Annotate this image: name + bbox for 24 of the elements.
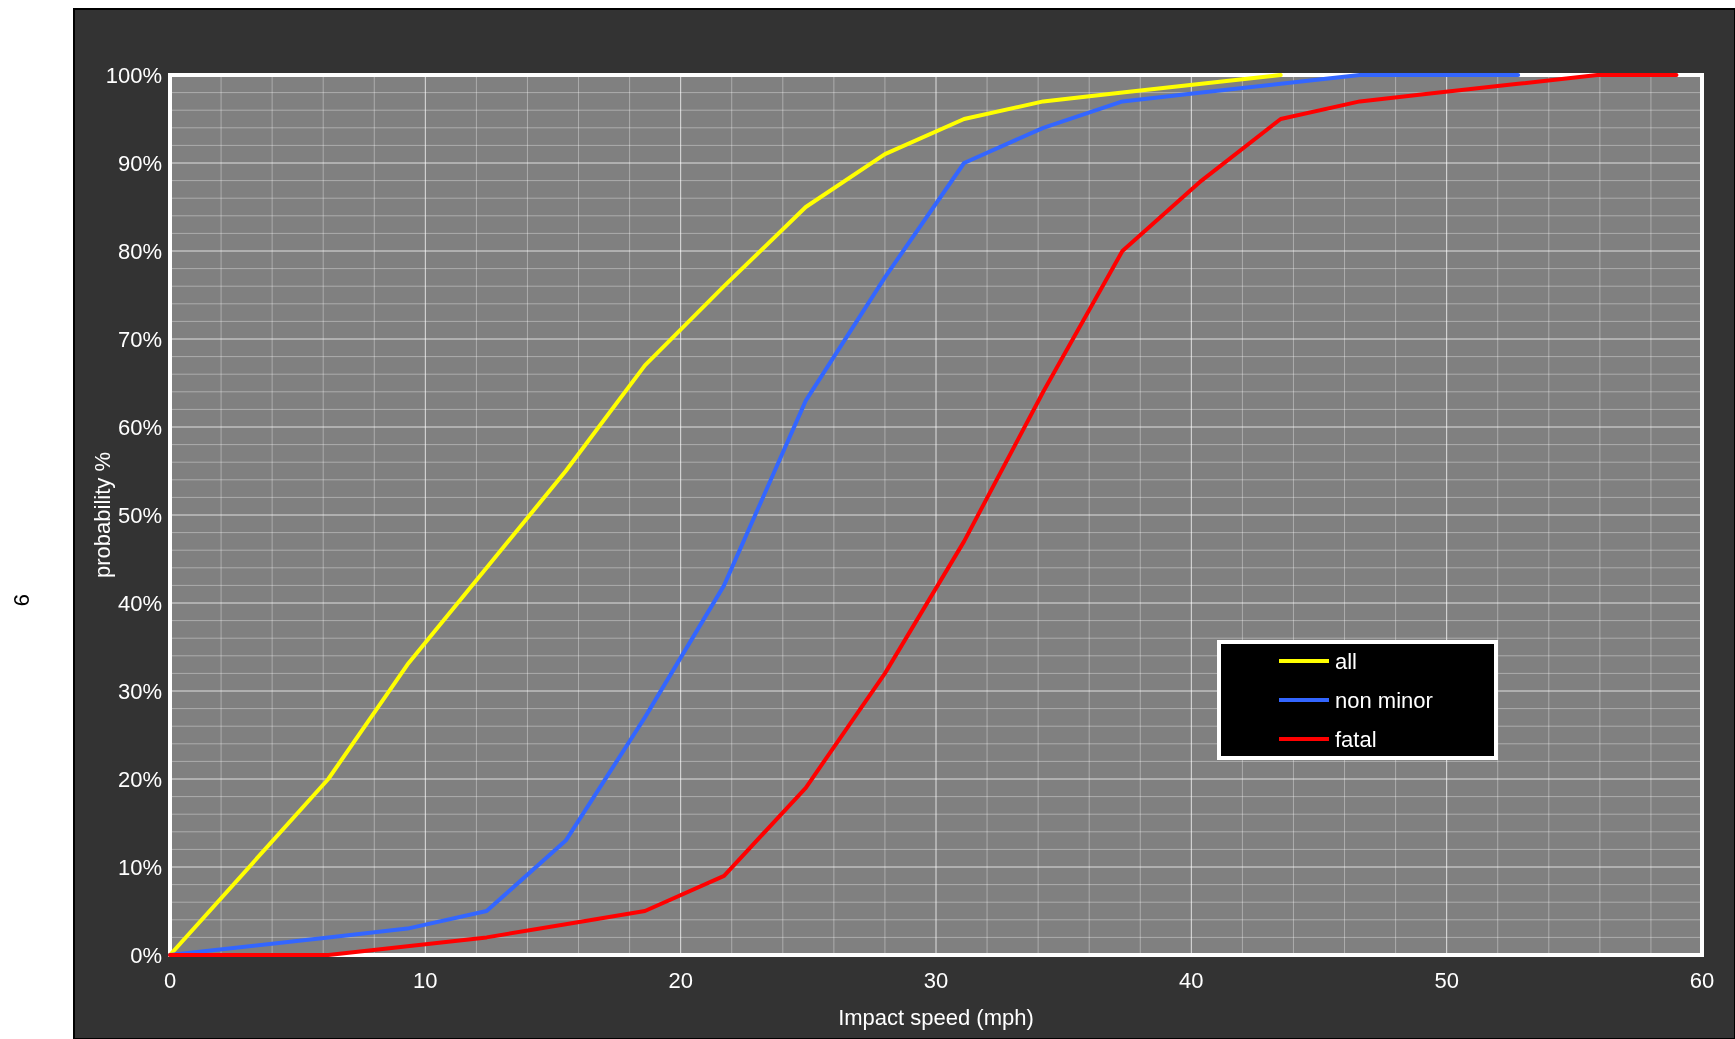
x-tick-label: 0 bbox=[163, 968, 177, 993]
x-tick-label: 40 bbox=[1179, 968, 1204, 993]
x-tick-label: 30 bbox=[923, 968, 949, 993]
x-tick-label: 60 bbox=[1689, 968, 1715, 993]
y-tick-label: 30% bbox=[117, 679, 162, 704]
legend-label: fatal bbox=[1335, 727, 1377, 752]
x-tick-label: 10 bbox=[413, 968, 438, 993]
y-tick-label: 70% bbox=[117, 327, 162, 352]
y-tick-label: 10% bbox=[117, 855, 162, 880]
x-tick-label: 20 bbox=[668, 968, 693, 993]
x-tick-label: 50 bbox=[1434, 968, 1459, 993]
text: 9 bbox=[9, 593, 34, 607]
y-tick-label: 100% bbox=[105, 63, 162, 88]
x-axis-title: Impact speed (mph) bbox=[838, 1005, 1034, 1030]
legend-label: all bbox=[1335, 649, 1358, 674]
y-tick-label: 90% bbox=[117, 151, 162, 176]
y-tick-label: 40% bbox=[117, 591, 162, 616]
y-tick-label: 50% bbox=[117, 503, 162, 528]
y-tick-label: 0% bbox=[130, 943, 162, 968]
y-tick-label: 80% bbox=[117, 239, 162, 264]
y-axis-title: probability % bbox=[90, 452, 115, 578]
legend-label: non minor bbox=[1335, 688, 1433, 713]
y-tick-label: 60% bbox=[117, 415, 162, 440]
y-tick-label: 20% bbox=[117, 767, 162, 792]
